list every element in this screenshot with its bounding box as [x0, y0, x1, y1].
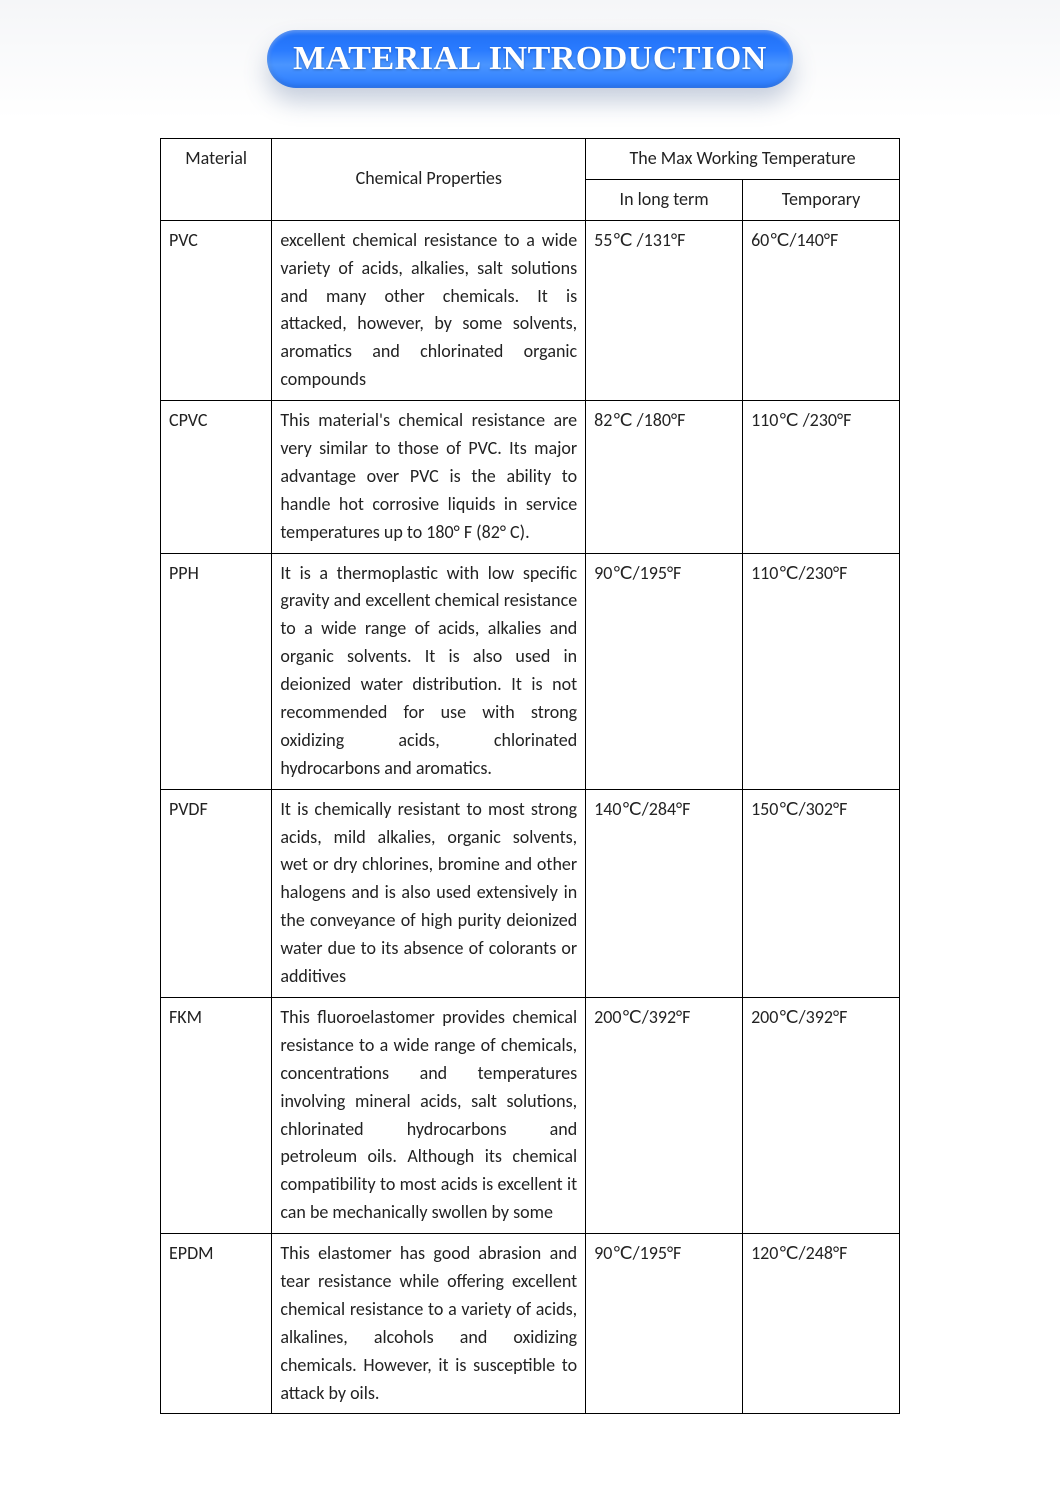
cell-temporary: 200℃/392°F	[743, 997, 900, 1233]
cell-temporary: 150℃/302°F	[743, 789, 900, 997]
col-header-max-temp: The Max Working Temperature	[586, 139, 900, 180]
cell-temporary: 110℃/230°F	[743, 553, 900, 789]
table-header: Material Chemical Properties The Max Wor…	[161, 139, 900, 221]
table-row: PVC excellent chemical resistance to a w…	[161, 220, 900, 400]
title-container: MATERIAL INTRODUCTION	[0, 30, 1060, 88]
cell-temporary: 120℃/248°F	[743, 1234, 900, 1414]
cell-material: EPDM	[161, 1234, 272, 1414]
cell-long-term: 140℃/284°F	[586, 789, 743, 997]
page: MATERIAL INTRODUCTION Material Chemical …	[0, 0, 1060, 1494]
cell-long-term: 55℃ /131°F	[586, 220, 743, 400]
cell-material: FKM	[161, 997, 272, 1233]
cell-material: CPVC	[161, 401, 272, 553]
table-header-row-1: Material Chemical Properties The Max Wor…	[161, 139, 900, 180]
col-header-long-term: In long term	[586, 179, 743, 220]
cell-long-term: 90℃/195°F	[586, 1234, 743, 1414]
cell-long-term: 82℃ /180°F	[586, 401, 743, 553]
table-row: PVDF It is chemically resistant to most …	[161, 789, 900, 997]
col-header-material: Material	[161, 139, 272, 221]
cell-long-term: 200℃/392°F	[586, 997, 743, 1233]
cell-temporary: 60℃/140°F	[743, 220, 900, 400]
materials-table-wrap: Material Chemical Properties The Max Wor…	[160, 138, 900, 1414]
cell-chemical: excellent chemical resistance to a wide …	[272, 220, 586, 400]
table-row: FKM This fluoroelastomer provides chemic…	[161, 997, 900, 1233]
cell-temporary: 110℃ /230°F	[743, 401, 900, 553]
table-row: EPDM This elastomer has good abrasion an…	[161, 1234, 900, 1414]
cell-chemical: It is a thermoplastic with low specific …	[272, 553, 586, 789]
cell-long-term: 90℃/195°F	[586, 553, 743, 789]
cell-chemical: This elastomer has good abrasion and tea…	[272, 1234, 586, 1414]
cell-chemical: It is chemically resistant to most stron…	[272, 789, 586, 997]
cell-material: PPH	[161, 553, 272, 789]
page-title: MATERIAL INTRODUCTION	[267, 30, 793, 88]
table-row: PPH It is a thermoplastic with low speci…	[161, 553, 900, 789]
materials-table: Material Chemical Properties The Max Wor…	[160, 138, 900, 1414]
cell-chemical: This fluoroelastomer provides chemical r…	[272, 997, 586, 1233]
col-header-chemical: Chemical Properties	[272, 139, 586, 221]
cell-material: PVDF	[161, 789, 272, 997]
col-header-temporary: Temporary	[743, 179, 900, 220]
cell-chemical: This material's chemical resistance are …	[272, 401, 586, 553]
cell-material: PVC	[161, 220, 272, 400]
table-row: CPVC This material's chemical resistance…	[161, 401, 900, 553]
